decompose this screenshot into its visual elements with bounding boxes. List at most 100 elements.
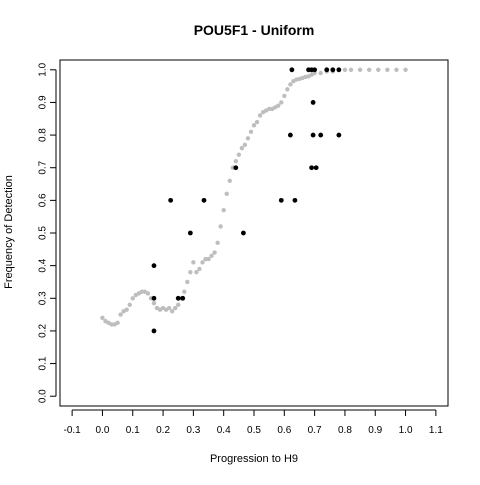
x-tick-label: 1.1	[429, 425, 443, 436]
observed-point	[313, 165, 319, 171]
observed-point	[151, 328, 157, 334]
observed-point	[292, 197, 298, 203]
x-tick-label: 0.8	[338, 425, 352, 436]
observed-point	[310, 132, 316, 138]
smoothed-point	[248, 129, 254, 135]
smoothed-point	[212, 250, 217, 255]
x-axis: -0.1 0.0 0.1 0.2 0.3 0.4 0.5 0.6 0.7 0.8 0.9 1.0 1.1	[64, 409, 443, 436]
smoothed-point	[394, 67, 399, 72]
observed-point	[187, 230, 193, 236]
observed-point	[175, 295, 181, 301]
smoothed-point	[245, 136, 251, 141]
smoothed-point	[348, 67, 354, 72]
smoothed-point	[376, 67, 381, 72]
smoothed-point	[288, 82, 293, 87]
smoothed-point	[191, 260, 196, 265]
smoothed-point	[224, 191, 229, 197]
smoothed-point	[366, 67, 372, 72]
observed-point	[310, 100, 316, 105]
smoothed-point	[166, 305, 172, 311]
smoothed-point	[130, 296, 135, 301]
observed-point	[278, 197, 284, 203]
x-tick-label: 0.7	[308, 425, 322, 436]
smoothed-point	[206, 256, 211, 262]
smoothed-point	[257, 113, 263, 118]
smoothed-point	[239, 145, 245, 151]
smoothed-point	[182, 289, 187, 294]
smoothed-point	[197, 266, 202, 272]
observed-point	[309, 165, 314, 171]
y-axis-title: Frequency of Detection	[3, 175, 15, 289]
smoothed-point	[312, 70, 317, 76]
smoothed-point	[209, 253, 214, 259]
observed-point	[312, 67, 318, 73]
smoothed-point	[176, 302, 181, 308]
observed-point	[336, 67, 342, 73]
observed-point	[336, 132, 342, 138]
smoothed-point	[285, 87, 290, 92]
smoothed-point	[200, 260, 205, 265]
smoothed-point	[109, 322, 114, 327]
smoothed-series	[100, 67, 408, 327]
smoothed-point	[279, 100, 284, 105]
smoothed-point	[215, 240, 220, 245]
smoothed-point	[242, 142, 248, 148]
smoothed-point	[127, 302, 132, 308]
x-tick-label: 0.1	[126, 425, 140, 436]
x-tick-label: 0.0	[95, 425, 109, 436]
y-tick-label: 0.5	[38, 226, 49, 240]
y-tick-label: 0.7	[38, 160, 49, 174]
smoothed-point	[185, 279, 190, 285]
smoothed-point	[266, 106, 272, 112]
y-axis: 0.0 0.1 0.2 0.3 0.4 0.5 0.6 0.7 0.8 0.9 1.0	[38, 62, 57, 403]
smoothed-point	[282, 93, 287, 99]
smoothed-point	[203, 256, 208, 262]
observed-point	[180, 295, 186, 301]
x-tick-label: -0.1	[64, 425, 82, 436]
observed-point	[318, 132, 324, 138]
smoothed-point	[139, 289, 145, 294]
observed-point	[330, 67, 336, 73]
observed-point	[240, 230, 246, 236]
observed-series	[151, 67, 342, 334]
y-tick-label: 0.0	[38, 389, 49, 403]
smoothed-point	[254, 119, 260, 125]
smoothed-point	[403, 67, 408, 72]
smoothed-point	[194, 269, 199, 275]
smoothed-point	[145, 291, 151, 296]
y-tick-label: 0.4	[38, 258, 49, 272]
smoothed-point	[276, 103, 281, 108]
observed-point	[289, 67, 295, 73]
x-tick-label: 0.4	[217, 425, 231, 436]
observed-point	[287, 132, 293, 138]
smoothed-point	[227, 178, 232, 183]
y-tick-label: 0.8	[38, 128, 49, 142]
observed-point	[233, 165, 239, 171]
x-tick-label: 0.9	[368, 425, 382, 436]
y-tick-label: 0.9	[38, 95, 49, 109]
smoothed-point	[236, 152, 242, 157]
smoothed-point	[100, 315, 105, 321]
observed-point	[151, 295, 157, 301]
series-layer	[100, 67, 408, 334]
x-axis-title: Progression to H9	[210, 453, 298, 465]
y-tick-label: 1.0	[38, 62, 49, 76]
x-tick-label: 0.5	[247, 425, 261, 436]
smoothed-point	[188, 269, 193, 275]
smoothed-point	[233, 158, 239, 164]
x-tick-label: 1.0	[399, 425, 413, 436]
observed-point	[151, 263, 157, 269]
smoothed-point	[357, 67, 363, 72]
y-tick-label: 0.2	[38, 324, 49, 338]
smoothed-point	[151, 300, 157, 306]
observed-point	[168, 197, 174, 203]
smoothed-point	[172, 305, 178, 311]
y-tick-label: 0.1	[38, 356, 49, 370]
x-tick-label: 0.2	[156, 425, 170, 436]
smoothed-point	[218, 224, 223, 229]
observed-point	[324, 67, 330, 73]
smoothed-point	[318, 70, 323, 76]
smoothed-point	[251, 123, 257, 128]
